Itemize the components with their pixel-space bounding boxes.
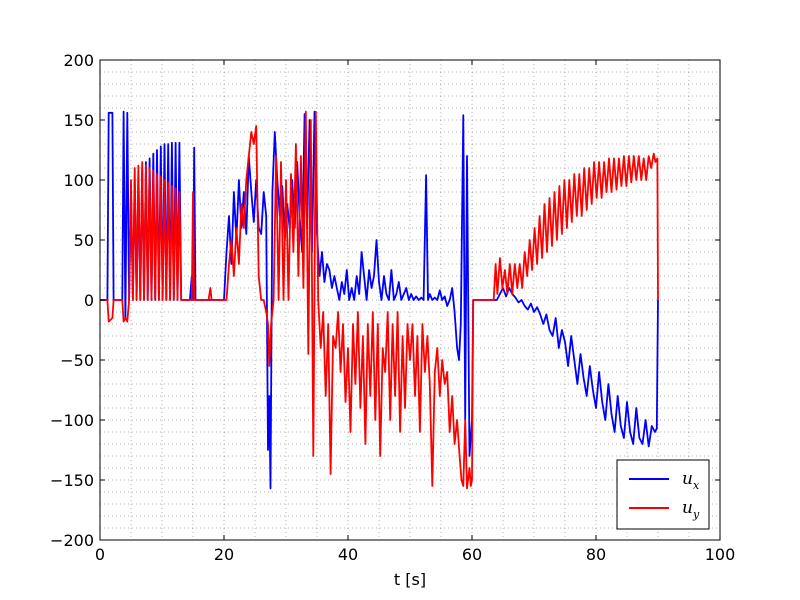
- y-tick-label: 200: [63, 51, 94, 70]
- x-axis-label: t [s]: [394, 570, 426, 589]
- y-tick-label: 150: [63, 111, 94, 130]
- y-tick-label: 0: [84, 291, 94, 310]
- y-tick-label: 50: [74, 231, 94, 250]
- x-tick-label: 80: [586, 545, 606, 564]
- ticks: 0 20 40 60 80 100 200 150 100 50 0 −50 −100 −150 −200: [50, 51, 735, 564]
- legend-box: [616, 459, 710, 530]
- x-tick-label: 60: [462, 545, 482, 564]
- y-tick-label: −50: [60, 351, 94, 370]
- y-tick-label: −100: [50, 411, 94, 430]
- series-line-u-y: [100, 110, 659, 490]
- x-tick-label: 0: [95, 545, 105, 564]
- y-tick-label: −150: [50, 471, 94, 490]
- x-tick-label: 100: [705, 545, 736, 564]
- series-layer: [100, 110, 659, 490]
- y-tick-label: −200: [50, 531, 94, 550]
- y-tick-label: 100: [63, 171, 94, 190]
- x-tick-label: 20: [214, 545, 234, 564]
- x-tick-label: 40: [338, 545, 358, 564]
